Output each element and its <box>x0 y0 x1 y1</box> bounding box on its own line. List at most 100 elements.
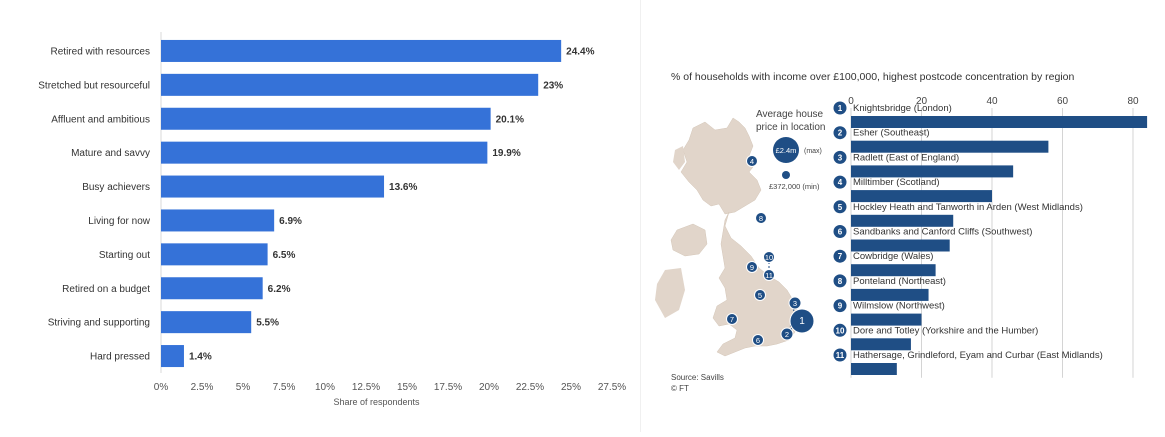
legend-min-circle <box>782 171 790 179</box>
bar <box>161 175 385 198</box>
category-label: Striving and supporting <box>48 318 150 329</box>
legend-max-label: (max) <box>804 148 822 155</box>
category-label: Affluent and ambitious <box>51 114 150 125</box>
legend-max-value: £2.4m <box>776 146 797 155</box>
map-marker <box>763 269 775 281</box>
map-marker <box>746 261 758 273</box>
bar <box>851 190 992 203</box>
bar <box>161 277 263 300</box>
x-tick-label: 12.5% <box>352 382 380 393</box>
bar <box>851 116 1148 128</box>
bar <box>161 243 268 266</box>
data-label: 6.5% <box>273 250 296 261</box>
x-tick-label: 40 <box>986 96 998 107</box>
category-label: Living for now <box>88 216 150 227</box>
map-marker <box>789 308 815 334</box>
category-label: Hockley Heath and Tanworth in Arden (Wes… <box>853 202 1083 213</box>
map-marker-number: 4 <box>750 157 754 166</box>
map-marker <box>754 289 766 301</box>
rank-badge <box>833 299 847 313</box>
x-tick-label: 0 <box>848 96 854 107</box>
category-label: Milltimber (Scotland) <box>853 177 940 188</box>
map-marker-number: 11 <box>765 271 773 280</box>
map-marker-number: 2 <box>785 330 789 339</box>
bar <box>161 39 562 62</box>
rank-badge <box>833 175 847 189</box>
bar <box>851 140 1049 153</box>
bar <box>851 264 936 277</box>
bar <box>851 338 911 351</box>
rank-badge-number: 7 <box>838 252 843 261</box>
legend-title-line-1: Average house <box>756 109 824 120</box>
category-label: Retired with resources <box>51 46 150 57</box>
x-tick-label: 2.5% <box>191 382 214 393</box>
legend-max-circle <box>773 137 799 163</box>
rank-badge-number: 10 <box>836 326 845 335</box>
credit-text: © FT <box>671 384 689 393</box>
rank-badge-number: 8 <box>838 277 843 286</box>
x-tick-label: 20% <box>479 382 499 393</box>
household-income-bar-chart: % of households with income over £100,00… <box>655 71 1148 393</box>
legend-min-label: £372,000 (min) <box>769 182 820 191</box>
rank-badge-number: 4 <box>838 178 843 187</box>
ireland-landmass <box>655 268 685 318</box>
rank-badge-number: 1 <box>838 104 843 113</box>
x-tick-label: 10% <box>315 382 335 393</box>
x-tick-label: 80 <box>1127 96 1139 107</box>
category-label: Starting out <box>99 250 150 261</box>
rank-badge-number: 9 <box>838 302 843 311</box>
rank-badge <box>833 323 847 337</box>
category-label: Hathersage, Grindleford, Eyam and Curbar… <box>853 350 1103 361</box>
map-marker-number: 6 <box>756 336 760 345</box>
map-marker <box>788 296 802 310</box>
legend-title-line-2: price in location <box>756 122 825 133</box>
map-marker <box>726 313 738 325</box>
data-label: 6.2% <box>268 284 291 295</box>
category-label: Radlett (East of England) <box>853 152 959 163</box>
data-label: 24.4% <box>566 46 594 57</box>
map-marker-number: 3 <box>793 299 797 308</box>
category-label: Stretched but resourceful <box>38 80 150 91</box>
bar <box>851 288 929 301</box>
x-tick-label: 60 <box>1057 96 1069 107</box>
bar <box>161 311 252 334</box>
map-marker-number: 7 <box>730 315 734 324</box>
hebrides-landmass <box>673 146 685 170</box>
map-marker-number: 9 <box>750 263 754 272</box>
bar <box>851 239 950 252</box>
category-label: Busy achievers <box>82 182 150 193</box>
x-tick-label: 0% <box>154 382 169 393</box>
map-marker <box>780 327 794 341</box>
data-label: 13.6% <box>389 182 417 193</box>
data-label: 5.5% <box>256 318 279 329</box>
bar <box>851 363 897 375</box>
category-label: Cowbridge (Wales) <box>853 251 933 262</box>
data-label: 19.9% <box>492 148 520 159</box>
rank-badge <box>833 101 847 115</box>
data-label: 23% <box>543 80 563 91</box>
map-marker <box>752 334 764 346</box>
x-tick-label: 7.5% <box>273 382 296 393</box>
left-chart-panel: Retired with resources 24.4% Stretched but… <box>38 0 641 432</box>
category-label: Dore and Totley (Yorkshire and the Humbe… <box>853 325 1038 336</box>
data-label: 20.1% <box>496 114 524 125</box>
map-marker-number: 8 <box>759 214 763 223</box>
x-tick-label: 22.5% <box>516 382 544 393</box>
bar <box>161 73 539 96</box>
bar <box>161 107 491 130</box>
bar <box>161 209 275 232</box>
rank-badge <box>833 225 847 238</box>
data-label: 1.4% <box>189 352 212 363</box>
northern-ireland-landmass <box>670 223 708 257</box>
category-label: Retired on a budget <box>62 284 150 295</box>
map-markers: 1 2 3 4 5 6 7 8 9 10 11 <box>726 155 815 346</box>
map-marker <box>746 155 758 167</box>
x-tick-label: 20 <box>916 96 928 107</box>
rank-badge <box>833 200 847 214</box>
map-marker <box>755 212 767 224</box>
x-tick-label: 5% <box>236 382 251 393</box>
map-legend: Average house price in location £2.4m (m… <box>756 109 825 191</box>
rank-badge <box>833 126 847 140</box>
scotland-landmass <box>680 117 762 215</box>
map-marker-number: 10 <box>765 253 773 262</box>
